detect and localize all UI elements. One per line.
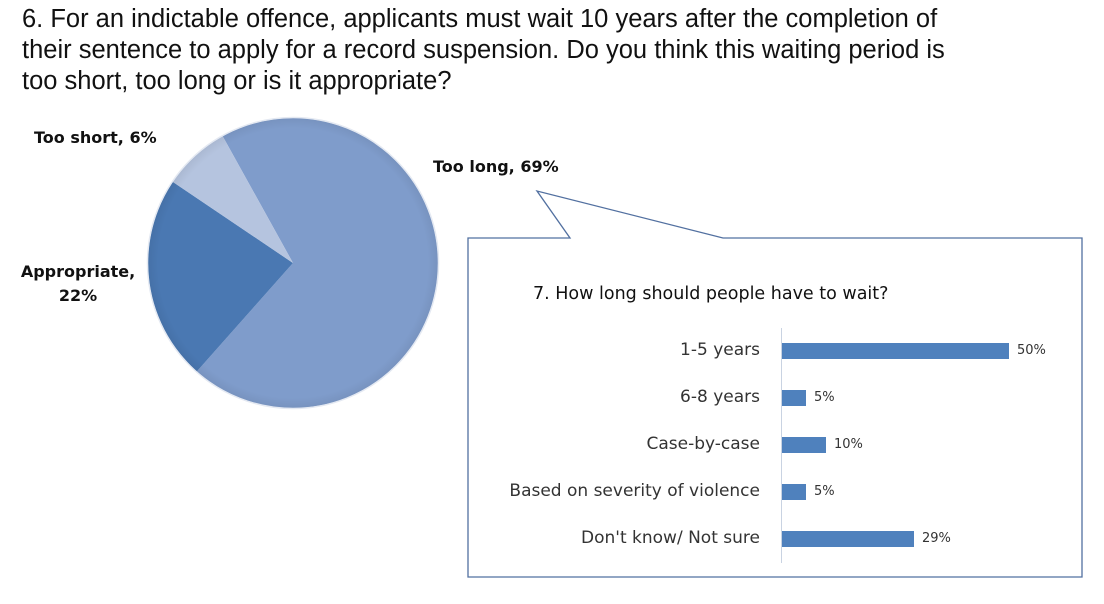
bar-chart-axis <box>781 328 782 563</box>
bar <box>782 437 826 453</box>
question-7-title: 7. How long should people have to wait? <box>533 284 889 304</box>
bar-value: 5% <box>814 390 835 405</box>
bar <box>782 343 1009 359</box>
bar-label: 1-5 years <box>680 340 760 360</box>
pie-chart <box>146 116 440 410</box>
bar-value: 10% <box>834 437 863 452</box>
bar-value: 29% <box>922 531 951 546</box>
pie-label-appropriate-name: Appropriate, <box>20 262 136 281</box>
question-6-line-3: too short, too long or is it appropriate… <box>22 67 452 95</box>
question-6-line-2: their sentence to apply for a record sus… <box>22 36 945 64</box>
bar-value: 50% <box>1017 343 1046 358</box>
pie-label-too-long: Too long, 69% <box>433 157 559 176</box>
bar <box>782 390 806 406</box>
question-6-line-1: 6. For an indictable offence, applicants… <box>22 5 938 33</box>
bar-label: Based on severity of violence <box>509 481 760 501</box>
bar-label: Don't know/ Not sure <box>581 528 760 548</box>
pie-label-appropriate-value: 22% <box>58 286 98 305</box>
bar-label: 6-8 years <box>680 387 760 407</box>
bar-value: 5% <box>814 484 835 499</box>
bar-label: Case-by-case <box>646 434 760 454</box>
bar <box>782 484 806 500</box>
callout-box <box>467 189 1083 578</box>
pie-label-appropriate: Appropriate, 22% <box>14 260 142 308</box>
bar <box>782 531 914 547</box>
pie-label-too-short: Too short, 6% <box>34 128 157 147</box>
question-6-text: 6. For an indictable offence, applicants… <box>22 4 1102 97</box>
